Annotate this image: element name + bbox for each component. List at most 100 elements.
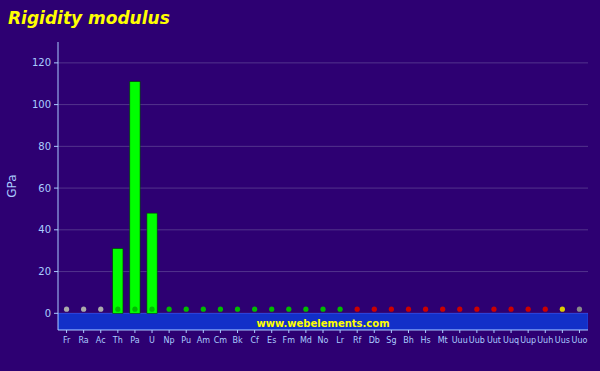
x-tick bbox=[271, 330, 272, 333]
x-tick bbox=[66, 330, 67, 333]
x-tick bbox=[203, 330, 204, 333]
x-tick bbox=[459, 330, 460, 333]
bar bbox=[113, 249, 123, 314]
bar bbox=[215, 313, 225, 314]
y-tick bbox=[54, 271, 58, 272]
bar bbox=[181, 313, 191, 314]
x-tick bbox=[374, 330, 375, 333]
y-tick-label: 80 bbox=[38, 141, 51, 152]
title: Rigidity modulus bbox=[8, 8, 170, 28]
x-tick-label: Fm bbox=[283, 336, 296, 345]
grid-line bbox=[58, 62, 588, 63]
x-tick bbox=[408, 330, 409, 333]
bar bbox=[523, 313, 533, 314]
x-tick-label: U bbox=[149, 336, 155, 345]
x-tick bbox=[545, 330, 546, 333]
x-tick bbox=[391, 330, 392, 333]
bar bbox=[267, 313, 277, 314]
dot bbox=[474, 307, 479, 312]
y-axis-label: GPa bbox=[5, 174, 19, 197]
x-tick bbox=[152, 330, 153, 333]
bar bbox=[301, 313, 311, 314]
dot bbox=[560, 307, 565, 312]
x-tick-label: Uuh bbox=[537, 336, 553, 345]
x-tick-label: Ra bbox=[78, 336, 88, 345]
bar bbox=[96, 313, 106, 314]
x-tick-label: Sg bbox=[386, 336, 396, 345]
bar bbox=[284, 313, 294, 314]
x-tick bbox=[579, 330, 580, 333]
dot bbox=[440, 307, 445, 312]
bar bbox=[318, 313, 328, 314]
x-tick-label: Lr bbox=[336, 336, 344, 345]
bar bbox=[574, 313, 584, 314]
y-tick-label: 60 bbox=[38, 183, 51, 194]
bar bbox=[198, 313, 208, 314]
x-tick bbox=[493, 330, 494, 333]
dot bbox=[423, 307, 428, 312]
y-tick bbox=[54, 229, 58, 230]
y-tick-label: 40 bbox=[38, 224, 51, 235]
dot bbox=[406, 307, 411, 312]
x-tick bbox=[100, 330, 101, 333]
x-tick-label: Pa bbox=[130, 336, 139, 345]
x-tick-label: Uuo bbox=[572, 336, 588, 345]
y-tick-label: 100 bbox=[32, 99, 51, 110]
dot bbox=[286, 307, 291, 312]
bar bbox=[79, 313, 89, 314]
dot bbox=[491, 307, 496, 312]
x-tick-label: Pu bbox=[181, 336, 191, 345]
dot bbox=[389, 307, 394, 312]
dot bbox=[64, 307, 69, 312]
bar bbox=[420, 313, 430, 314]
dot bbox=[269, 307, 274, 312]
x-tick-label: Mt bbox=[438, 336, 448, 345]
x-tick-label: Uub bbox=[469, 336, 485, 345]
bar bbox=[232, 313, 242, 314]
dot bbox=[218, 307, 223, 312]
bar bbox=[540, 313, 550, 314]
x-tick bbox=[511, 330, 512, 333]
x-tick bbox=[528, 330, 529, 333]
x-tick-label: Uup bbox=[520, 336, 536, 345]
bar bbox=[249, 313, 259, 314]
x-tick bbox=[134, 330, 135, 333]
bar bbox=[130, 82, 140, 314]
x-tick-label: Bk bbox=[232, 336, 242, 345]
dot bbox=[132, 307, 137, 312]
dot bbox=[201, 307, 206, 312]
bar bbox=[352, 313, 362, 314]
bar bbox=[369, 313, 379, 314]
dot bbox=[457, 307, 462, 312]
dot bbox=[320, 307, 325, 312]
x-tick-label: Es bbox=[267, 336, 276, 345]
x-tick bbox=[562, 330, 563, 333]
y-tick bbox=[54, 188, 58, 189]
dot bbox=[184, 307, 189, 312]
bar bbox=[438, 313, 448, 314]
x-tick bbox=[169, 330, 170, 333]
x-tick-label: No bbox=[318, 336, 329, 345]
x-tick bbox=[220, 330, 221, 333]
y-tick bbox=[54, 104, 58, 105]
x-tick-label: Np bbox=[164, 336, 175, 345]
bar bbox=[61, 313, 71, 314]
x-tick-label: Cm bbox=[214, 336, 228, 345]
dot bbox=[543, 307, 548, 312]
y-tick bbox=[54, 62, 58, 63]
dot bbox=[355, 307, 360, 312]
background bbox=[0, 0, 600, 371]
dot bbox=[98, 307, 103, 312]
dot bbox=[81, 307, 86, 312]
dot bbox=[303, 307, 308, 312]
dot bbox=[337, 307, 342, 312]
dot bbox=[577, 307, 582, 312]
x-tick-label: Th bbox=[112, 336, 123, 345]
dot bbox=[167, 307, 172, 312]
bar bbox=[557, 313, 567, 314]
x-tick bbox=[237, 330, 238, 333]
bar bbox=[147, 213, 157, 313]
x-tick-label: Fr bbox=[63, 336, 71, 345]
x-tick-label: Am bbox=[197, 336, 210, 345]
x-tick bbox=[288, 330, 289, 333]
